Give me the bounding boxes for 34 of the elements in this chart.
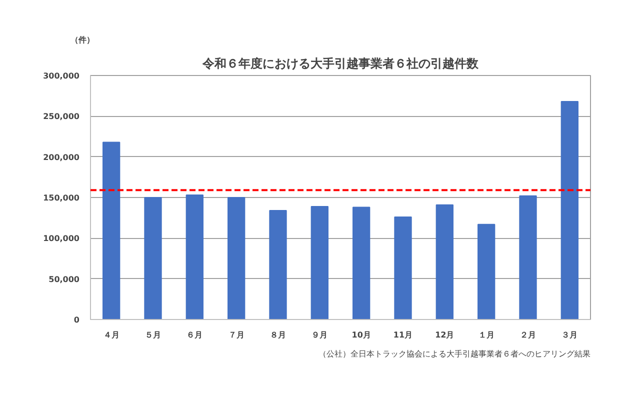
x-tick-label: 12月	[435, 330, 454, 340]
x-tick-label: ７月	[228, 330, 244, 340]
y-tick-label: 200,000	[43, 152, 80, 162]
bar	[560, 101, 578, 320]
y-tick-label: 250,000	[43, 112, 80, 122]
y-tick-label: 300,000	[43, 72, 80, 80]
bar	[394, 216, 412, 320]
x-tick-label: 10月	[352, 330, 371, 340]
y-axis-title: （件）	[70, 36, 94, 44]
y-tick-label: 50,000	[48, 274, 80, 284]
bar	[144, 197, 162, 320]
text: （公社）全日本トラック協会による大手引越事業者６者へのヒアリング結果	[318, 350, 590, 358]
bar	[310, 206, 328, 320]
y-tick-label: 150,000	[43, 194, 80, 202]
bar	[186, 194, 204, 320]
y-tick-label: 100,000	[43, 234, 80, 244]
x-tick-label: １月	[478, 330, 494, 340]
bar	[352, 206, 370, 320]
x-tick-label: 11月	[393, 330, 413, 340]
bar	[519, 195, 537, 320]
y-tick-label: 0	[74, 316, 80, 324]
bar	[269, 210, 287, 320]
x-tick-label: ８月	[270, 330, 286, 340]
x-tick-label: ５月	[145, 330, 161, 340]
x-tick-label: ２月	[520, 330, 536, 340]
x-tick-label: ３月	[562, 330, 578, 340]
bar	[478, 224, 496, 320]
bar	[436, 204, 454, 320]
x-tick-label: ９月	[312, 330, 328, 340]
x-tick-label: ６月	[186, 330, 203, 340]
bar	[102, 142, 120, 320]
chart-title: 令和６年度における大手引越事業者６社の引越件数	[202, 56, 480, 70]
x-tick-label: ４月	[103, 330, 120, 340]
bar	[228, 197, 246, 320]
